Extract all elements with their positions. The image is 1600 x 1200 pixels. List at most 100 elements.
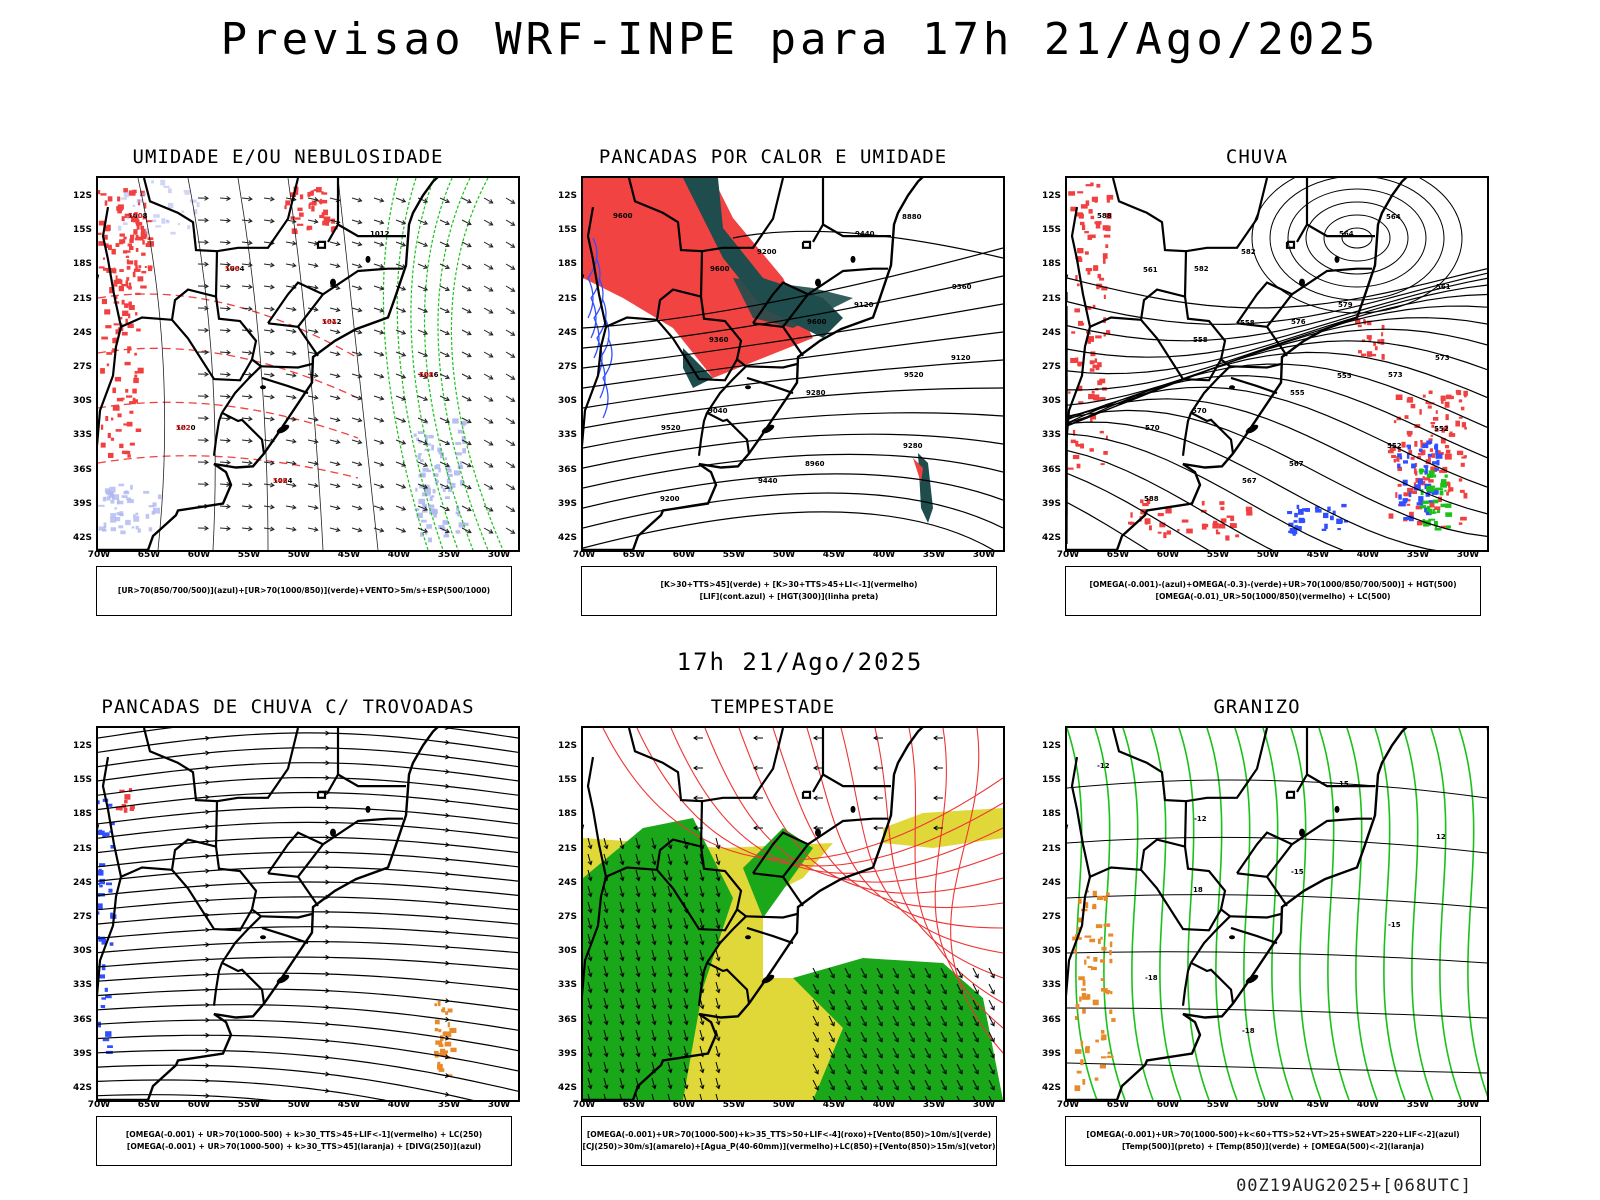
lon-tick-label: 30W [972,550,996,560]
hgt500-contour [1067,398,1487,515]
wind-vector [445,352,450,358]
wind850-vector [587,972,593,978]
temp500-contour [1067,951,1487,964]
temp-label: -18 [1145,974,1158,982]
lat-tick-label: 33S [1041,980,1061,991]
hgt500-label: 570 [1145,424,1160,432]
wind-vector [313,219,319,224]
humidity-red-patch [110,437,115,441]
wind-vector [291,328,297,334]
humidity-red-patch [113,323,119,326]
temp500-contour [1067,1062,1487,1074]
lat-tick-label: 30S [72,396,92,407]
rain-red-patch [1417,453,1423,456]
border-line [1291,267,1372,296]
wind-vector [417,263,428,269]
wind-vector [417,219,428,225]
wind-vector [248,196,253,202]
wind850-vector [876,1031,883,1043]
wind850-vector [715,901,720,913]
omega500-orange-patch [1078,976,1085,981]
wind-vector [270,306,275,312]
wind-vector [307,505,318,509]
wind-vector [313,329,319,334]
wind-vector [461,373,472,380]
wind850-vector [924,983,931,995]
humidity-red-patch [100,368,105,374]
rain-red-patch [1445,481,1450,486]
humidity-red-patch [111,248,116,255]
wind-vector [351,527,362,532]
lif-contour [602,337,613,419]
humidity-red-patch [134,260,138,266]
wind-vector [401,418,407,423]
humidity-red-patch [129,238,134,243]
wind-vector [219,417,231,420]
border-line [316,790,327,799]
wind-vector [219,483,231,486]
wind-vector [423,330,429,335]
humidity-blue-patch [429,508,436,515]
humidity-blue-patch [184,192,190,195]
wind-vector [329,527,340,531]
hgt500-contour [1067,268,1487,309]
wind850-vector [956,1047,963,1059]
rain-red-patch [1142,503,1149,507]
rain-red-patch [1448,433,1456,437]
divg-blue-patch [98,830,105,835]
hgt500-contour [1067,293,1487,375]
thickness-contour [98,293,359,359]
lat-tick-label: 36S [72,464,92,475]
humidity-red-patch [132,217,137,223]
humidity-blue-patch [417,431,425,434]
humidity-red-patch [127,243,132,247]
border-line [297,876,319,907]
wind850-vector [619,876,625,882]
rain-red-patch [1088,209,1093,214]
divg-blue-patch [98,870,104,876]
rain-red-patch [1431,424,1435,428]
thunder-orange-patch [447,1008,453,1013]
border-line [697,962,709,1006]
humidity-blue-patch [428,492,431,496]
wind-vector [488,529,494,534]
humidity-blue-patch [427,537,432,543]
omega500-orange-patch [1077,927,1082,932]
wind-vector [351,219,362,224]
omega500-orange-patch [1074,1085,1081,1092]
wind850-vector [699,1020,705,1026]
wind-vector [270,262,275,268]
wind-vector [313,395,319,400]
humidity-red-patch [126,277,130,281]
divg-blue-patch [101,997,106,1000]
lif-contour [590,257,601,339]
humidity-red-patch [130,234,135,240]
rain-red-patch [1380,339,1385,345]
omega500-orange-patch [1094,1077,1099,1081]
humidity-red-patch [121,299,125,305]
humidity-red-patch [135,428,142,432]
border-line [1111,728,1188,847]
humidity-red-patch [147,265,153,269]
humidity-blue-patch [415,487,418,492]
wind-vector [461,417,472,424]
border-line [1185,728,1269,803]
lake [260,385,266,390]
humidity-blue-patch [424,434,428,440]
rain-red-patch [1082,224,1086,231]
wind850-vector [587,988,593,994]
wind-vector [219,373,231,376]
humidity-blue-patch [126,497,132,501]
omega500-orange-patch [1081,988,1086,991]
wind850-vector [635,1093,639,1100]
wind-vector [307,483,318,487]
wind-vector [226,349,231,355]
wind-vector [379,439,385,445]
wind850-vector [715,837,720,849]
lc250-streamline-arrow [322,1023,330,1025]
lc250-streamline-arrow [442,770,450,773]
lon-tick-label: 50W [772,1100,796,1110]
hgt300-label: 9120 [951,354,971,362]
wind850-vector [812,1047,819,1059]
wind-vector [241,197,252,200]
